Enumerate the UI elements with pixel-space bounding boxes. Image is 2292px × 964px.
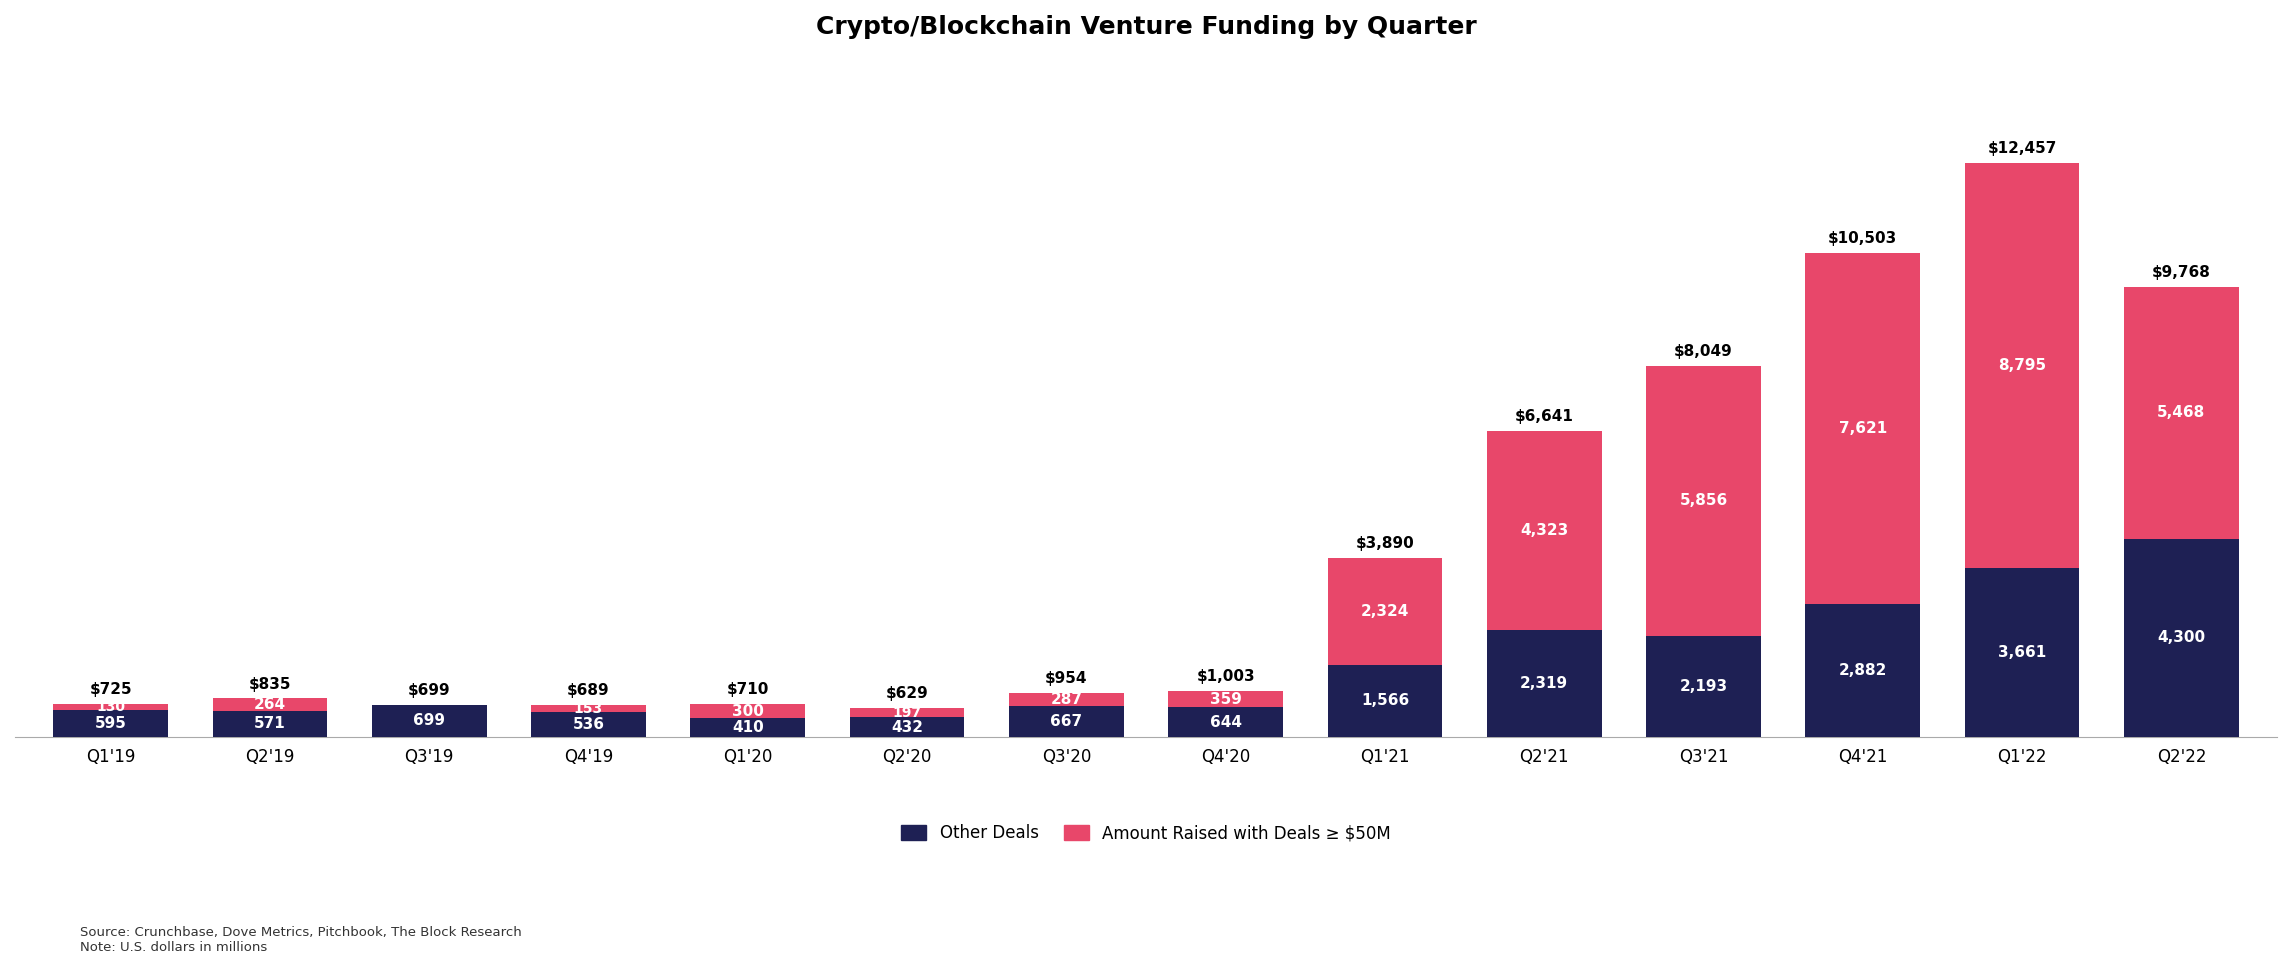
Text: 3,661: 3,661 — [1999, 645, 2047, 660]
Text: 4,323: 4,323 — [1520, 523, 1568, 538]
Bar — [1964, 163, 2079, 568]
Text: $954: $954 — [1045, 671, 1089, 686]
Text: 536: 536 — [573, 717, 605, 732]
Bar — [1008, 693, 1123, 707]
Bar — [1008, 707, 1123, 736]
Bar — [1169, 691, 1284, 708]
Bar — [2125, 287, 2239, 539]
Text: 2,882: 2,882 — [1838, 663, 1886, 678]
Text: 8,795: 8,795 — [1999, 358, 2047, 373]
Bar — [213, 699, 328, 710]
Bar — [1646, 366, 1760, 636]
Bar — [690, 718, 804, 736]
Text: 264: 264 — [254, 697, 286, 712]
Legend: Other Deals, Amount Raised with Deals ≥ $50M: Other Deals, Amount Raised with Deals ≥ … — [894, 817, 1398, 849]
Text: $6,641: $6,641 — [1515, 409, 1575, 424]
Bar — [532, 706, 646, 712]
Text: $8,049: $8,049 — [1673, 344, 1733, 360]
Bar — [53, 710, 167, 736]
Text: 7,621: 7,621 — [1838, 421, 1886, 436]
Text: 432: 432 — [892, 719, 924, 735]
Bar — [850, 708, 965, 717]
Bar — [1806, 253, 1921, 604]
Title: Crypto/Blockchain Venture Funding by Quarter: Crypto/Blockchain Venture Funding by Qua… — [816, 15, 1476, 39]
Text: $629: $629 — [885, 686, 928, 701]
Bar — [1488, 431, 1602, 630]
Text: 410: 410 — [731, 720, 763, 735]
Bar — [690, 705, 804, 718]
Text: Source: Crunchbase, Dove Metrics, Pitchbook, The Block Research
Note: U.S. dolla: Source: Crunchbase, Dove Metrics, Pitchb… — [80, 926, 523, 954]
Text: 595: 595 — [94, 715, 126, 731]
Bar — [1327, 558, 1442, 665]
Text: $835: $835 — [248, 677, 291, 691]
Text: 1,566: 1,566 — [1361, 693, 1410, 709]
Bar — [532, 712, 646, 736]
Text: 300: 300 — [731, 704, 763, 718]
Text: 5,468: 5,468 — [2157, 405, 2205, 420]
Text: 2,319: 2,319 — [1520, 676, 1568, 691]
Bar — [1646, 636, 1760, 736]
Bar — [371, 705, 486, 736]
Bar — [2125, 539, 2239, 736]
Text: 130: 130 — [96, 700, 126, 713]
Text: 287: 287 — [1050, 692, 1082, 708]
Text: $10,503: $10,503 — [1829, 231, 1898, 246]
Bar — [1964, 568, 2079, 736]
Text: $689: $689 — [566, 683, 610, 698]
Bar — [1806, 604, 1921, 736]
Text: $725: $725 — [89, 682, 133, 697]
Text: 2,324: 2,324 — [1361, 603, 1410, 619]
Text: 5,856: 5,856 — [1680, 494, 1728, 508]
Text: 4,300: 4,300 — [2157, 630, 2205, 645]
Text: 644: 644 — [1210, 714, 1242, 730]
Text: $1,003: $1,003 — [1196, 669, 1256, 683]
Text: 2,193: 2,193 — [1680, 679, 1728, 694]
Text: $710: $710 — [727, 683, 768, 697]
Text: $699: $699 — [408, 683, 452, 698]
Bar — [850, 717, 965, 736]
Text: 359: 359 — [1210, 691, 1242, 707]
Text: 153: 153 — [573, 702, 603, 715]
Text: 699: 699 — [413, 713, 445, 729]
Text: $12,457: $12,457 — [1987, 141, 2056, 156]
Text: $3,890: $3,890 — [1355, 536, 1414, 550]
Text: 571: 571 — [254, 716, 286, 732]
Bar — [53, 704, 167, 710]
Bar — [1488, 630, 1602, 736]
Text: $9,768: $9,768 — [2152, 265, 2212, 280]
Text: 667: 667 — [1050, 714, 1082, 729]
Bar — [1169, 708, 1284, 736]
Bar — [213, 710, 328, 736]
Bar — [1327, 665, 1442, 736]
Text: 197: 197 — [892, 706, 921, 719]
